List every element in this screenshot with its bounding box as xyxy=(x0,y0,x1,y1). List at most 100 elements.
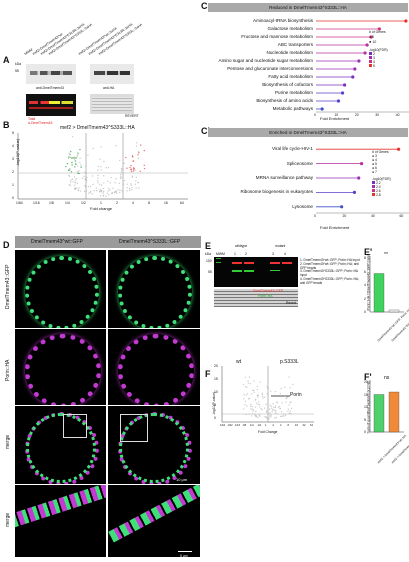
volcano-point xyxy=(138,152,140,154)
a-ratio-bottom: α-DmelTmem43 xyxy=(28,121,53,125)
volcano-point xyxy=(287,408,289,410)
volcano-point xyxy=(270,414,272,416)
volcano-point xyxy=(244,403,246,406)
volcano-point xyxy=(251,415,253,417)
volcano-point xyxy=(290,407,293,410)
volcano-point xyxy=(246,392,249,395)
volcano-point xyxy=(257,416,259,419)
e-mwm: MWM xyxy=(216,252,225,256)
volcano-point xyxy=(289,387,292,389)
b-ytick: 3 xyxy=(12,157,14,161)
d-mut-porin-image xyxy=(108,329,200,405)
b-xtick: 1/4 xyxy=(65,201,70,205)
volcano-point xyxy=(246,405,248,407)
volcano-point xyxy=(251,393,253,395)
volcano-point xyxy=(107,180,109,183)
C2-lollipop-point xyxy=(359,162,364,166)
volcano-point xyxy=(131,155,134,158)
volcano-point xyxy=(121,167,123,170)
volcano-point xyxy=(260,408,262,410)
volcano-point xyxy=(71,161,73,164)
C-lollipop-point xyxy=(343,83,347,87)
b-ylabel: -log10(P-value) xyxy=(15,138,21,167)
volcano-point xyxy=(259,406,261,408)
d-mut-zoom-image xyxy=(108,485,200,557)
C-lollipop-point xyxy=(336,99,341,103)
c-legend-gene: 10 xyxy=(372,40,377,44)
volcano-point xyxy=(271,407,273,409)
volcano-point xyxy=(276,401,278,403)
volcano-point xyxy=(106,192,108,194)
volcano-point xyxy=(97,165,99,167)
volcano-point xyxy=(266,416,268,418)
volcano-point xyxy=(76,182,79,185)
E2-ytick: 8 xyxy=(364,256,366,260)
c-legend-fdr-title: -log10(FDR) xyxy=(369,48,388,52)
c2-legend: # of Genes ● 3 ● 4 ● 5 ● 6 ● 7 -log10(FD… xyxy=(372,150,408,220)
F2-ytick: 10 xyxy=(364,405,368,409)
C-lollipop-point xyxy=(363,51,367,55)
volcano-point xyxy=(74,179,77,181)
volcano-point xyxy=(253,389,255,392)
volcano-point xyxy=(265,411,268,413)
volcano-point xyxy=(257,394,259,397)
volcano-point xyxy=(93,189,95,192)
f-xtick: 16 xyxy=(295,424,298,427)
volcano-point xyxy=(250,408,252,410)
volcano-point xyxy=(275,410,277,412)
volcano-point xyxy=(253,391,255,393)
volcano-point xyxy=(126,190,128,192)
F2-ytick: 5 xyxy=(364,417,366,422)
volcano-point xyxy=(245,413,247,416)
volcano-point xyxy=(99,191,101,193)
volcano-point xyxy=(73,176,76,178)
d-row-label: Porin::HA xyxy=(5,359,11,381)
volcano-point xyxy=(132,160,135,162)
c2-legend-fdr-title: -log10(FDR) xyxy=(372,177,391,181)
volcano-point xyxy=(254,406,257,408)
volcano-point xyxy=(70,150,72,153)
a-blot1-label: anti-DmelTmem43 xyxy=(36,86,64,90)
volcano-point xyxy=(267,389,269,391)
C-category-label: Biosynthesis of cofactors xyxy=(262,82,313,87)
volcano-point xyxy=(75,163,77,165)
volcano-point xyxy=(71,164,73,166)
f2-significance: ns xyxy=(384,375,390,381)
f-xtick: 1/16 xyxy=(235,424,241,427)
E2-ytick: 2 xyxy=(364,296,366,301)
volcano-point xyxy=(134,169,136,171)
f-xlabel: Fold Change xyxy=(258,430,278,434)
volcano-point xyxy=(137,181,140,184)
volcano-point xyxy=(78,169,80,172)
c2-legend-genes-title: # of Genes xyxy=(372,150,389,154)
volcano-point xyxy=(96,189,98,192)
b-ytick: 1 xyxy=(12,183,14,187)
f-ytick: 5 xyxy=(214,403,216,407)
volcano-point xyxy=(100,169,102,171)
volcano-point xyxy=(125,156,127,159)
e-lane-2: 2 xyxy=(245,252,247,256)
C-lollipop-point xyxy=(369,35,373,39)
volcano-point xyxy=(265,403,267,405)
c2-legend-gene: 4 xyxy=(375,158,377,162)
e-lane-3: 3 xyxy=(272,252,274,256)
volcano-point xyxy=(69,168,71,170)
volcano-point xyxy=(111,192,113,195)
volcano-point xyxy=(262,397,264,399)
E2-bar xyxy=(373,273,385,313)
volcano-point xyxy=(85,190,87,193)
volcano-point xyxy=(68,184,70,186)
volcano-point xyxy=(76,155,79,157)
volcano-point xyxy=(266,393,268,395)
volcano-point xyxy=(264,415,266,418)
C-lollipop-point xyxy=(351,75,355,79)
f-ytick: 15 xyxy=(214,377,218,381)
C-lollipop-point xyxy=(377,27,381,31)
C2-category-label: Viral life cycle-HIV-1 xyxy=(271,146,313,152)
volcano-point xyxy=(78,187,80,189)
C-category-label: Fatty acid metabolism xyxy=(268,74,313,79)
volcano-point xyxy=(253,380,255,382)
volcano-point xyxy=(259,381,262,383)
e-color-label-porin: Porin::HA xyxy=(258,294,273,298)
volcano-point xyxy=(135,180,137,182)
